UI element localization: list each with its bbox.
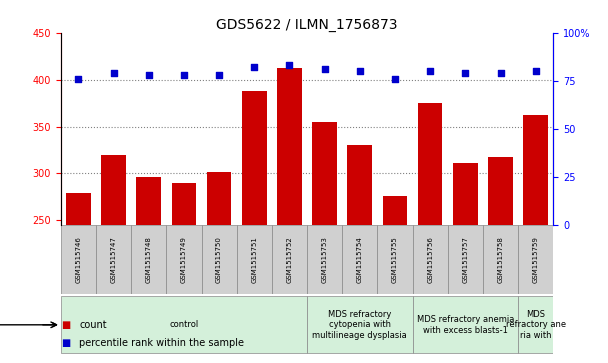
Bar (413, 296, 518, 352)
Point (285, 62, 294, 68)
Text: GSM1515751: GSM1515751 (251, 236, 257, 283)
Point (109, 70, 119, 76)
Text: GSM1515750: GSM1515750 (216, 236, 222, 283)
Bar (66, 193, 91, 225)
Point (390, 76, 400, 82)
Text: GSM1515749: GSM1515749 (181, 236, 187, 283)
Text: GSM1515758: GSM1515758 (497, 236, 503, 283)
Bar (102, 155, 126, 225)
Bar (277, 68, 302, 225)
Bar (453, 163, 478, 225)
Text: ■: ■ (61, 320, 70, 330)
Bar (96, 225, 131, 294)
Text: GSM1515747: GSM1515747 (111, 236, 117, 283)
Bar (207, 172, 232, 225)
Bar (518, 296, 553, 352)
Bar (242, 91, 266, 225)
Text: GSM1515752: GSM1515752 (286, 236, 292, 283)
Text: disease state: disease state (0, 320, 57, 330)
Bar (483, 225, 518, 294)
Text: MDS refractory
cytopenia with
multilineage dysplasia: MDS refractory cytopenia with multilinea… (313, 310, 407, 340)
Point (320, 66, 330, 72)
Text: GSM1515754: GSM1515754 (357, 236, 363, 283)
Bar (61, 225, 96, 294)
Point (179, 72, 188, 78)
Text: count: count (79, 320, 106, 330)
Bar (61, 296, 307, 352)
Text: GSM1515755: GSM1515755 (392, 236, 398, 283)
Point (460, 70, 470, 76)
Bar (201, 225, 237, 294)
Point (496, 70, 505, 76)
Text: control: control (169, 320, 199, 329)
Bar (136, 177, 161, 225)
Text: MDS refractory anemia
with excess blasts-1: MDS refractory anemia with excess blasts… (416, 315, 514, 335)
Text: GSM1515748: GSM1515748 (146, 236, 152, 283)
Text: ■: ■ (61, 338, 70, 348)
Text: MDS
refractory ane
ria with: MDS refractory ane ria with (506, 310, 566, 340)
Point (531, 68, 541, 74)
Bar (488, 156, 513, 225)
Text: GSM1515746: GSM1515746 (75, 236, 81, 283)
Bar (378, 225, 413, 294)
Bar (523, 115, 548, 225)
Point (74, 76, 83, 82)
Point (144, 72, 154, 78)
Text: GSM1515757: GSM1515757 (462, 236, 468, 283)
Bar (272, 225, 307, 294)
Title: GDS5622 / ILMN_1756873: GDS5622 / ILMN_1756873 (216, 18, 398, 32)
Point (214, 72, 224, 78)
Bar (418, 103, 443, 225)
Bar (518, 225, 553, 294)
Text: GSM1515759: GSM1515759 (533, 236, 539, 283)
Text: GSM1515753: GSM1515753 (322, 236, 328, 283)
Text: GSM1515756: GSM1515756 (427, 236, 433, 283)
Point (249, 64, 259, 70)
Bar (171, 183, 196, 225)
Bar (342, 225, 378, 294)
Text: percentile rank within the sample: percentile rank within the sample (79, 338, 244, 348)
Bar (348, 145, 372, 225)
Bar (131, 225, 167, 294)
Bar (307, 296, 413, 352)
Bar (447, 225, 483, 294)
Bar (307, 225, 342, 294)
Point (425, 68, 435, 74)
Point (355, 68, 365, 74)
Bar (167, 225, 201, 294)
Bar (413, 225, 447, 294)
Bar (313, 122, 337, 225)
Bar (382, 196, 407, 225)
Bar (237, 225, 272, 294)
